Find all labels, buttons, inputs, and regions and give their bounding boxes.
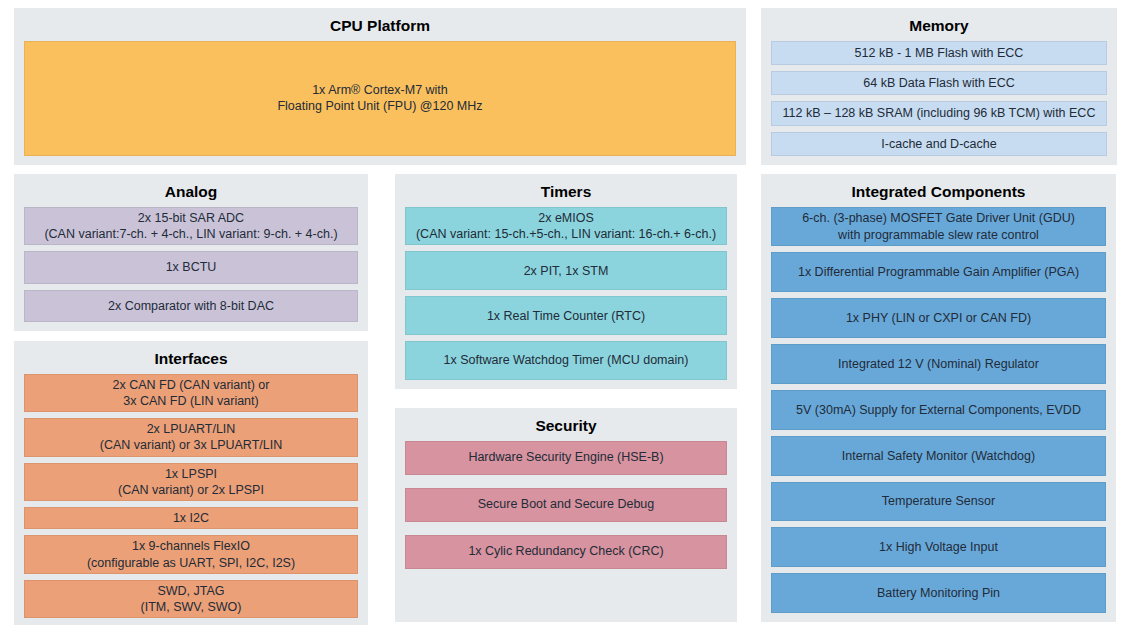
interfaces-row: 2x LPUART/LIN (CAN variant) or 3x LPUART… xyxy=(24,418,358,457)
integrated-rows: 6-ch. (3-phase) MOSFET Gate Driver Unit … xyxy=(771,207,1106,613)
section-title: CPU Platform xyxy=(24,14,736,41)
cpu-core-block: 1x Arm® Cortex-M7 with Floating Point Un… xyxy=(24,41,736,156)
interfaces-row: 1x I2C xyxy=(24,507,358,529)
security-row: Secure Boot and Secure Debug xyxy=(405,488,727,522)
interfaces-row: 1x 9-channels FlexIO (configurable as UA… xyxy=(24,535,358,574)
integrated-row: 6-ch. (3-phase) MOSFET Gate Driver Unit … xyxy=(771,207,1106,247)
section-memory: Memory 512 kB - 1 MB Flash with ECC 64 k… xyxy=(761,8,1117,165)
integrated-row: 5V (30mA) Supply for External Components… xyxy=(771,390,1106,430)
analog-row: 2x 15-bit SAR ADC (CAN variant:7-ch. + 4… xyxy=(24,207,358,246)
analog-row: 2x Comparator with 8-bit DAC xyxy=(24,290,358,322)
section-cpu-platform: CPU Platform 1x Arm® Cortex-M7 with Floa… xyxy=(14,8,746,165)
memory-row: 112 kB – 128 kB SRAM (including 96 kB TC… xyxy=(771,101,1107,125)
interfaces-rows: 2x CAN FD (CAN variant) or 3x CAN FD (LI… xyxy=(24,374,358,619)
timers-rows: 2x eMIOS (CAN variant: 15-ch.+5-ch., LIN… xyxy=(405,207,727,380)
section-integrated-components: Integrated Components 6-ch. (3-phase) MO… xyxy=(761,174,1116,622)
security-row: 1x Cylic Redundancy Check (CRC) xyxy=(405,535,727,569)
integrated-row: Internal Safety Monitor (Watchdog) xyxy=(771,436,1106,476)
integrated-row: Integrated 12 V (Nominal) Regulator xyxy=(771,344,1106,384)
section-title: Memory xyxy=(771,14,1107,41)
section-interfaces: Interfaces 2x CAN FD (CAN variant) or 3x… xyxy=(14,341,368,625)
section-title: Security xyxy=(405,414,727,441)
memory-row: I-cache and D-cache xyxy=(771,132,1107,156)
memory-row: 512 kB - 1 MB Flash with ECC xyxy=(771,41,1107,65)
memory-rows: 512 kB - 1 MB Flash with ECC 64 kB Data … xyxy=(771,41,1107,156)
memory-row: 64 kB Data Flash with ECC xyxy=(771,71,1107,95)
analog-row: 1x BCTU xyxy=(24,251,358,283)
timers-row: 2x eMIOS (CAN variant: 15-ch.+5-ch., LIN… xyxy=(405,207,727,246)
section-title: Analog xyxy=(24,180,358,207)
section-security: Security Hardware Security Engine (HSE-B… xyxy=(395,408,737,622)
integrated-row: Battery Monitoring Pin xyxy=(771,573,1106,613)
interfaces-row: SWD, JTAG (ITM, SWV, SWO) xyxy=(24,580,358,619)
security-rows: Hardware Security Engine (HSE-B) Secure … xyxy=(405,441,727,569)
interfaces-row: 2x CAN FD (CAN variant) or 3x CAN FD (LI… xyxy=(24,374,358,413)
section-timers: Timers 2x eMIOS (CAN variant: 15-ch.+5-c… xyxy=(395,174,737,389)
section-analog: Analog 2x 15-bit SAR ADC (CAN variant:7-… xyxy=(14,174,368,331)
integrated-row: 1x PHY (LIN or CXPI or CAN FD) xyxy=(771,298,1106,338)
integrated-row: 1x High Voltage Input xyxy=(771,527,1106,567)
analog-rows: 2x 15-bit SAR ADC (CAN variant:7-ch. + 4… xyxy=(24,207,358,322)
section-title: Timers xyxy=(405,180,727,207)
security-row: Hardware Security Engine (HSE-B) xyxy=(405,441,727,475)
section-title: Integrated Components xyxy=(771,180,1106,207)
section-title: Interfaces xyxy=(24,347,358,374)
timers-row: 1x Software Watchdog Timer (MCU domain) xyxy=(405,341,727,380)
timers-row: 1x Real Time Counter (RTC) xyxy=(405,296,727,335)
integrated-row: Temperature Sensor xyxy=(771,482,1106,522)
integrated-row: 1x Differential Programmable Gain Amplif… xyxy=(771,252,1106,292)
mcu-block-diagram: CPU Platform 1x Arm® Cortex-M7 with Floa… xyxy=(0,0,1122,630)
timers-row: 2x PIT, 1x STM xyxy=(405,251,727,290)
interfaces-row: 1x LPSPI (CAN variant) or 2x LPSPI xyxy=(24,463,358,502)
cpu-rows: 1x Arm® Cortex-M7 with Floating Point Un… xyxy=(24,41,736,156)
